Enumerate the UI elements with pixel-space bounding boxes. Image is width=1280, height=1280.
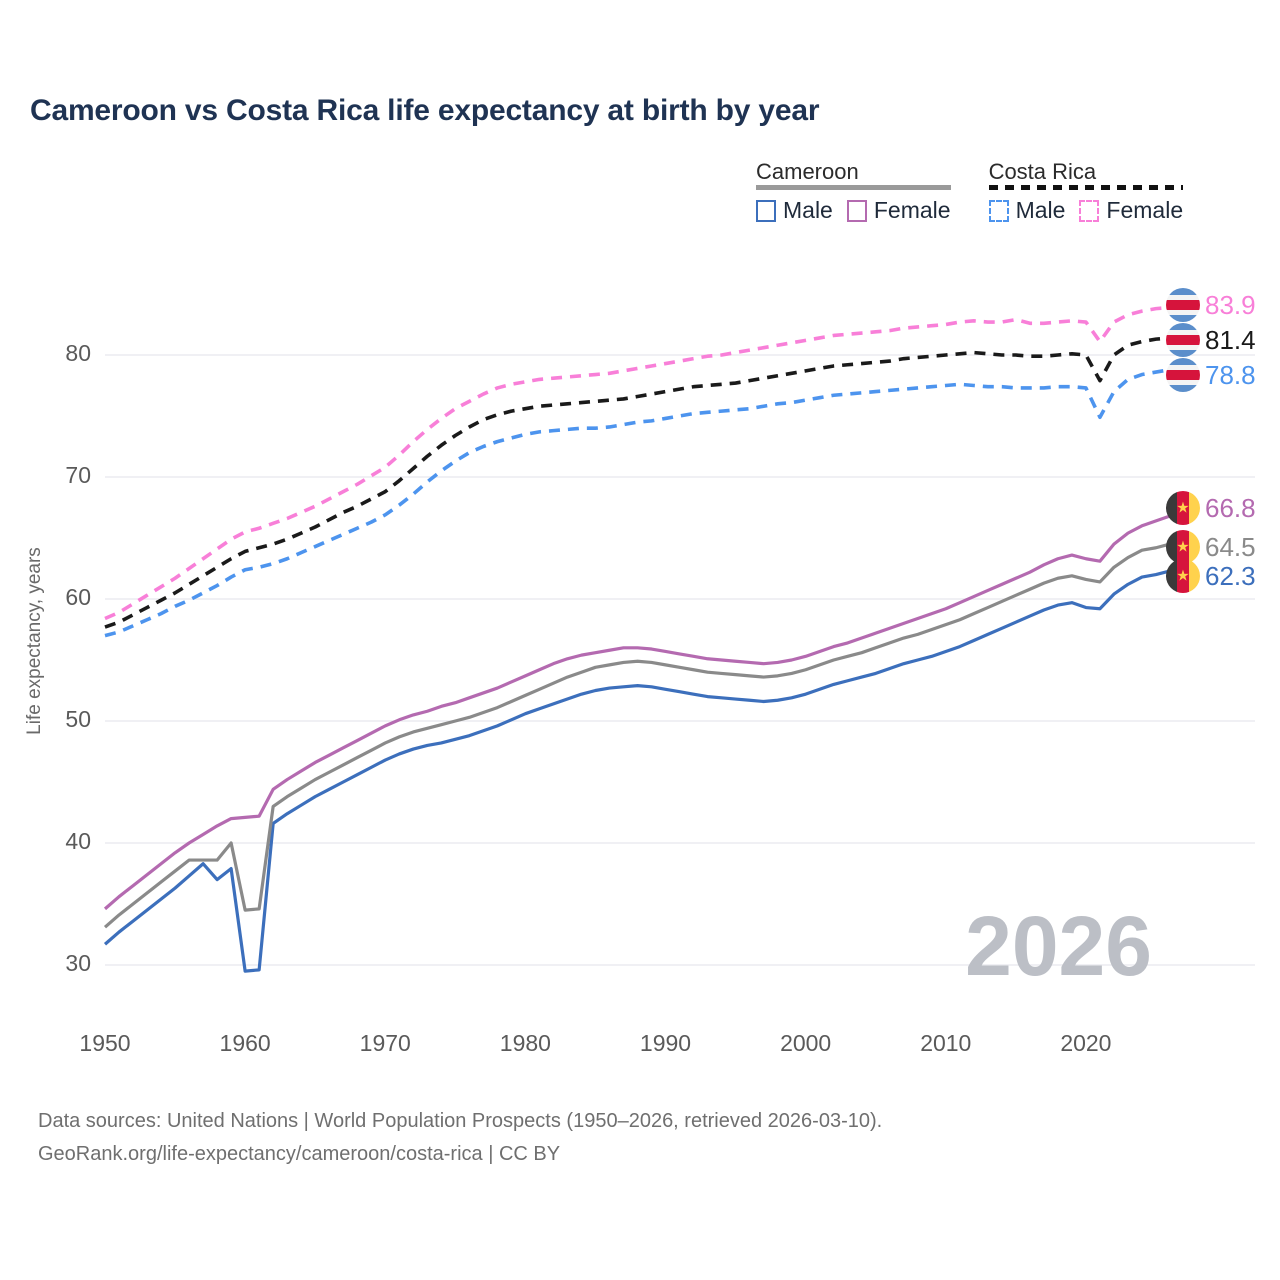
flag-stripe (1166, 365, 1200, 370)
flag-stripe (1166, 358, 1200, 366)
legend-group-costa-rica: Costa Rica Male Female (988, 159, 1184, 224)
legend-swatch-icon-cameroon-female (846, 199, 867, 222)
flag-stripe (1166, 345, 1200, 350)
star-icon: ★ (1176, 538, 1190, 556)
x-tick-label: 1990 (639, 1030, 692, 1056)
flag-band (1188, 491, 1200, 525)
flag-stripe (1166, 299, 1200, 311)
legend-group-cameroon: Cameroon Male Female (756, 160, 951, 224)
x-tick-label: 1960 (219, 1030, 271, 1056)
costa-rica-flag-icon (1166, 323, 1200, 357)
flag-stripe (1166, 349, 1200, 357)
y-tick-label: 50 (65, 706, 91, 732)
flag-band (1188, 559, 1200, 593)
flag-band: ★ (1176, 491, 1190, 525)
costa-rica-flag-icon (1166, 288, 1200, 322)
legend-item-costa-rica-female[interactable]: Female (1079, 197, 1183, 224)
star-icon: ★ (1176, 499, 1190, 517)
end-label-cameroon-total: ★ 64.5 (1166, 530, 1256, 564)
costa-rica-flag-icon (1166, 358, 1200, 392)
series-line-cameroon-female (103, 514, 1171, 911)
end-label-value: 62.3 (1205, 560, 1256, 591)
series-line-costa-rica-female (104, 305, 1171, 621)
flag-band: ★ (1176, 559, 1190, 593)
end-label-costa-rica-male: 78.8 (1166, 358, 1256, 392)
year-watermark: 2026 (965, 899, 1152, 993)
flag-stripe (1166, 380, 1200, 385)
legend-rule-solid (756, 185, 951, 191)
end-label-value: 66.8 (1205, 492, 1256, 523)
flag-stripe (1166, 295, 1200, 300)
end-label-cameroon-male: ★ 62.3 (1166, 559, 1256, 593)
gridlines (105, 354, 1255, 966)
flag-stripe (1166, 369, 1200, 381)
flag-band (1166, 559, 1178, 593)
x-tick-label: 1970 (359, 1030, 411, 1056)
end-label-costa-rica-female: 83.9 (1166, 288, 1256, 322)
series-line-costa-rica-total (104, 336, 1171, 629)
legend-group-title-cameroon: Cameroon (756, 159, 859, 184)
end-label-costa-rica-total: 81.4 (1166, 323, 1256, 357)
legend-swatch-icon-costa-rica-male (988, 199, 1009, 222)
legend-label-cameroon-male: Male (783, 197, 833, 224)
y-tick-label: 60 (65, 584, 91, 610)
end-label-value: 83.9 (1205, 289, 1256, 320)
legend-label-cameroon-female: Female (873, 197, 951, 224)
series-paths (103, 305, 1171, 973)
y-axis-title: Life expectancy, years (24, 547, 45, 735)
flag-stripe (1166, 314, 1200, 322)
legend-group-title-costa-rica: Costa Rica (988, 159, 1097, 184)
x-tick-label: 2020 (1060, 1030, 1112, 1056)
footer-line-sources: Data sources: United Nations | World Pop… (38, 1110, 883, 1132)
flag-stripe (1166, 334, 1200, 346)
page-title: Cameroon vs Costa Rica life expectancy a… (30, 94, 820, 127)
flag-band (1166, 530, 1178, 564)
cameroon-flag-icon: ★ (1166, 530, 1200, 564)
chart-legend: Cameroon Male Female Costa Rica Male (756, 159, 1184, 224)
cameroon-flag-icon: ★ (1166, 559, 1200, 593)
y-tick-label: 70 (65, 462, 91, 488)
legend-swatch-icon-costa-rica-female (1079, 199, 1100, 222)
footer: Data sources: United Nations | World Pop… (38, 1105, 882, 1171)
star-icon: ★ (1176, 567, 1190, 585)
series-line-cameroon-male (103, 569, 1171, 973)
end-label-value: 81.4 (1205, 324, 1256, 355)
end-label-value: 64.5 (1205, 531, 1256, 562)
x-tick-label: 2010 (920, 1030, 972, 1056)
series-line-costa-rica-male (104, 367, 1171, 638)
flag-stripe (1166, 288, 1200, 296)
flag-stripe (1166, 330, 1200, 335)
y-tick-label: 40 (65, 828, 91, 854)
legend-label-costa-rica-male: Male (1015, 197, 1066, 224)
flag-stripe (1166, 310, 1200, 315)
y-tick-label: 80 (65, 340, 91, 366)
x-tick-label: 2000 (780, 1030, 832, 1056)
legend-item-costa-rica-male[interactable]: Male (988, 197, 1066, 224)
x-tick-label: 1980 (499, 1030, 551, 1056)
end-label-cameroon-female: ★ 66.8 (1166, 491, 1256, 525)
flag-stripe (1166, 384, 1200, 392)
x-tick-label: 1950 (79, 1030, 131, 1056)
end-label-value: 78.8 (1205, 359, 1256, 390)
footer-line-attribution[interactable]: GeoRank.org/life-expectancy/cameroon/cos… (38, 1143, 561, 1165)
flag-stripe (1166, 323, 1200, 331)
legend-label-costa-rica-female: Female (1106, 197, 1184, 224)
legend-item-cameroon-female[interactable]: Female (846, 197, 951, 224)
series-line-cameroon-total (103, 542, 1171, 929)
flag-band (1166, 491, 1178, 525)
cameroon-flag-icon: ★ (1166, 491, 1200, 525)
legend-swatch-icon-cameroon-male (756, 199, 776, 222)
flag-band: ★ (1176, 530, 1190, 564)
legend-item-cameroon-male[interactable]: Male (756, 197, 833, 224)
y-tick-label: 30 (65, 950, 91, 976)
flag-band (1188, 530, 1200, 564)
legend-rule-dashed (988, 185, 1184, 191)
